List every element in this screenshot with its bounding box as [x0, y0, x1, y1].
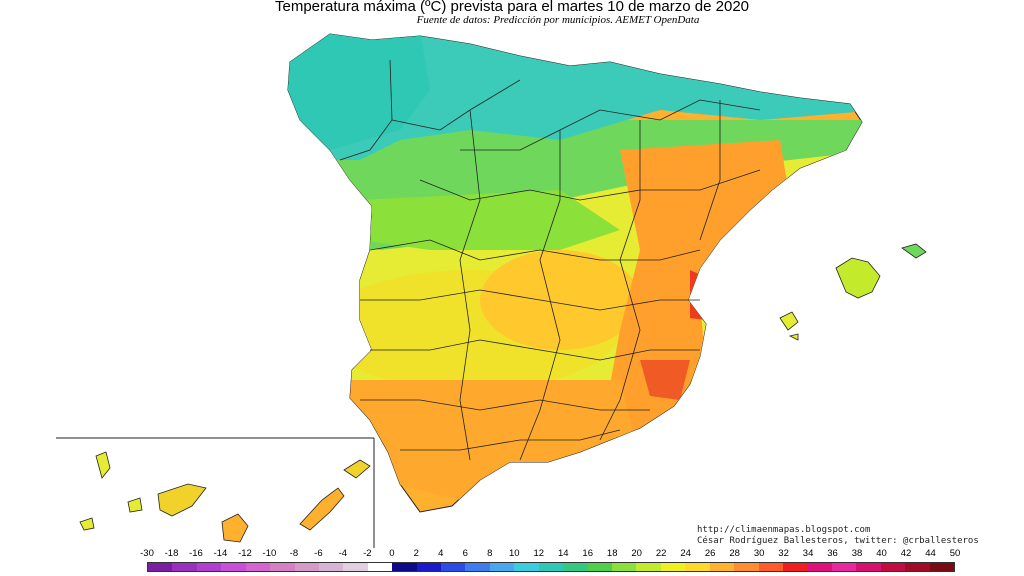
legend-label: 14: [557, 548, 569, 559]
menorca-island: [901, 243, 927, 259]
legend-swatch: [465, 563, 490, 571]
legend-swatch: [685, 563, 710, 571]
legend-label: 2: [413, 548, 419, 559]
legend-label: -4: [338, 548, 348, 559]
legend-label: 16: [582, 548, 594, 559]
legend-label: 24: [680, 548, 691, 559]
legend-swatch: [294, 563, 319, 571]
legend-label: 50: [949, 548, 961, 559]
legend-label: 0: [389, 548, 395, 559]
legend-label: 44: [925, 548, 936, 559]
legend-swatch: [782, 563, 808, 571]
mallorca-island: [835, 257, 881, 299]
map-title: Temperatura máxima (ºC) prevista para el…: [274, 0, 750, 15]
gran-canaria-island: [221, 513, 249, 543]
legend-swatch: [318, 563, 344, 571]
fuerteventura-island: [299, 487, 345, 531]
legend-swatch: [514, 563, 539, 571]
legend-label: 10: [508, 548, 520, 559]
formentera-island: [788, 333, 799, 341]
legend-swatch: [880, 563, 906, 571]
legend-swatch: [612, 563, 637, 571]
legend-label: -2: [363, 548, 372, 559]
legend-label: 6: [462, 548, 468, 559]
legend-swatch: [831, 563, 857, 571]
legend-labels: -30 -18 -16 -14 -12 -10 -8 -6 -4 -2 0 2 4 6 8 10 12 14 16 1…: [0, 548, 1024, 560]
legend-swatch: [660, 563, 686, 571]
legend-label: 30: [753, 548, 765, 559]
legend-label: -12: [238, 548, 252, 559]
legend-swatch: [343, 563, 368, 571]
legend-swatch: [856, 563, 881, 571]
legend-swatch: [587, 563, 613, 571]
la-gomera-island: [127, 497, 143, 513]
legend-label: 28: [729, 548, 740, 559]
legend-swatch: [416, 563, 442, 571]
legend-swatch: [367, 563, 393, 571]
legend-label: 18: [606, 548, 618, 559]
legend-label: 26: [704, 548, 716, 559]
legend-label: 8: [487, 548, 493, 559]
legend-label: -16: [189, 548, 203, 559]
legend-swatch: [929, 563, 954, 571]
legend-label: 34: [802, 548, 814, 559]
map-subtitle: Fuente de datos: Predicción por municipi…: [416, 14, 700, 26]
legend-swatch: [489, 563, 515, 571]
legend-swatch: [392, 563, 417, 571]
legend-swatch: [196, 563, 222, 571]
legend-swatch: [905, 563, 930, 571]
legend-swatch: [172, 563, 197, 571]
lanzarote-island: [343, 459, 371, 479]
legend-swatch: [245, 563, 271, 571]
tenerife-island: [157, 483, 207, 517]
legend-swatch: [538, 563, 564, 571]
legend-label: 22: [655, 548, 667, 559]
legend-label: 32: [778, 548, 789, 559]
legend-label: 40: [876, 548, 887, 559]
legend-swatch: [636, 563, 661, 571]
credits-author: César Rodríguez Ballesteros, twitter: @c…: [697, 536, 979, 546]
legend-label: -8: [289, 548, 299, 559]
ibiza-island: [779, 311, 799, 331]
map-credits: http://climaenmapas.blogspot.com César R…: [697, 525, 979, 547]
legend-label: -10: [262, 548, 277, 559]
legend-label: 42: [900, 548, 912, 559]
province-borders: [339, 59, 761, 461]
legend-swatch: [441, 563, 466, 571]
legend-swatch: [709, 563, 735, 571]
canary-inset: [56, 437, 375, 548]
legend-swatch: [270, 563, 295, 571]
legend-swatch: [563, 563, 588, 571]
la-palma-island: [95, 451, 111, 479]
legend-label: 4: [438, 548, 444, 559]
legend-swatch: [807, 563, 832, 571]
legend-label: -30: [140, 548, 154, 559]
legend-label: 36: [827, 548, 838, 559]
legend-color-bar: [147, 562, 955, 572]
legend-swatch: [758, 563, 783, 571]
legend-label: -14: [213, 548, 228, 559]
legend-swatch: [221, 563, 246, 571]
legend-swatch: [734, 563, 759, 571]
el-hierro-island: [79, 517, 95, 531]
credits-url: http://climaenmapas.blogspot.com: [697, 525, 871, 535]
legend-swatch: [148, 563, 173, 571]
legend-label: -6: [314, 548, 323, 559]
legend-label: 20: [631, 548, 642, 559]
legend-label: 12: [533, 548, 545, 559]
legend-label: 38: [851, 548, 863, 559]
legend-label: -18: [164, 548, 179, 559]
